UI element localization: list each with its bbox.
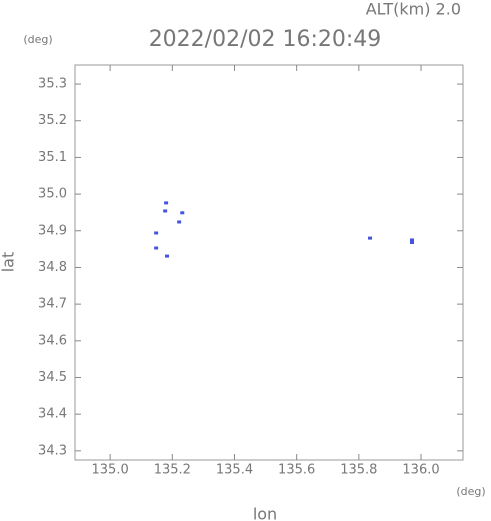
x-unit: (deg) <box>456 485 485 498</box>
point <box>164 201 169 205</box>
chart-title: 2022/02/02 16:20:49 <box>149 27 382 52</box>
y-tick-label: 34.5 <box>38 370 67 385</box>
y-axis-label: lat <box>0 252 18 273</box>
x-axis-label: lon <box>253 505 277 521</box>
y-tick-label: 34.9 <box>38 223 67 238</box>
point <box>180 211 185 215</box>
x-tick-label: 136.0 <box>402 463 439 478</box>
y-tick-label: 35.0 <box>38 187 67 202</box>
point <box>154 231 159 235</box>
point <box>163 209 168 213</box>
x-tick-label: 135.2 <box>154 463 191 478</box>
plot-frame <box>74 64 464 461</box>
point <box>177 220 182 224</box>
x-tick-label: 135.6 <box>278 463 315 478</box>
y-tick-label: 35.3 <box>38 77 67 92</box>
point <box>368 236 373 240</box>
y-tick-label: 35.1 <box>38 150 67 165</box>
y-unit: (deg) <box>23 33 52 46</box>
x-tick-label: 135.8 <box>340 463 377 478</box>
x-tick-label: 135.4 <box>216 463 253 478</box>
y-tick-label: 34.7 <box>38 297 67 312</box>
y-tick-label: 34.6 <box>38 333 67 348</box>
point <box>165 254 170 258</box>
y-tick-label: 34.3 <box>38 443 67 458</box>
point <box>410 241 415 245</box>
y-tick-label: 34.4 <box>38 407 67 422</box>
point <box>410 238 415 242</box>
y-tick-label: 35.2 <box>38 113 67 128</box>
point <box>154 246 159 250</box>
altitude-label: ALT(km) 2.0 <box>366 0 461 19</box>
y-tick-label: 34.8 <box>38 260 67 275</box>
x-tick-label: 135.0 <box>92 463 129 478</box>
